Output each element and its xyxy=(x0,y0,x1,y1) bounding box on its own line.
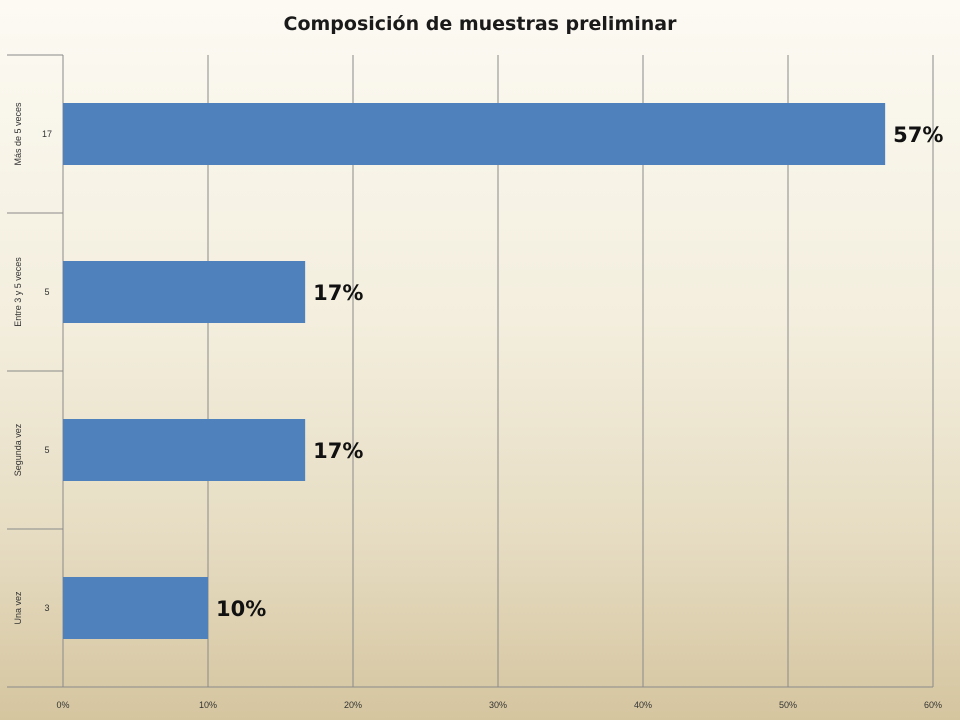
category-group-label: Más de 5 veces xyxy=(13,102,23,166)
category-count-label: 5 xyxy=(44,287,49,297)
category-count-label: 17 xyxy=(42,129,52,139)
category-group-label: Segunda vez xyxy=(13,423,23,476)
data-label: 17% xyxy=(313,281,363,305)
bar xyxy=(63,261,306,323)
data-label: 17% xyxy=(313,439,363,463)
x-tick-label: 40% xyxy=(634,700,652,710)
x-tick-label: 20% xyxy=(344,700,362,710)
x-tick-label: 0% xyxy=(56,700,69,710)
category-group-label: Entre 3 y 5 veces xyxy=(13,257,23,327)
data-label: 10% xyxy=(216,597,266,621)
x-tick-label: 50% xyxy=(779,700,797,710)
x-tick-label: 30% xyxy=(489,700,507,710)
category-group-label: Una vez xyxy=(13,591,23,625)
data-label: 57% xyxy=(893,123,943,147)
bars xyxy=(63,103,886,639)
bar xyxy=(63,419,306,481)
category-count-label: 3 xyxy=(44,603,49,613)
bar xyxy=(63,103,886,165)
x-tick-label: 10% xyxy=(199,700,217,710)
labels: 57% 17 Más de 5 veces 17% 5 Entre 3 y 5 veces… xyxy=(13,102,943,625)
x-tick-label: 60% xyxy=(924,700,942,710)
chart-title: Composición de muestras preliminar xyxy=(283,13,677,35)
category-count-label: 5 xyxy=(44,445,49,455)
bar xyxy=(63,577,208,639)
